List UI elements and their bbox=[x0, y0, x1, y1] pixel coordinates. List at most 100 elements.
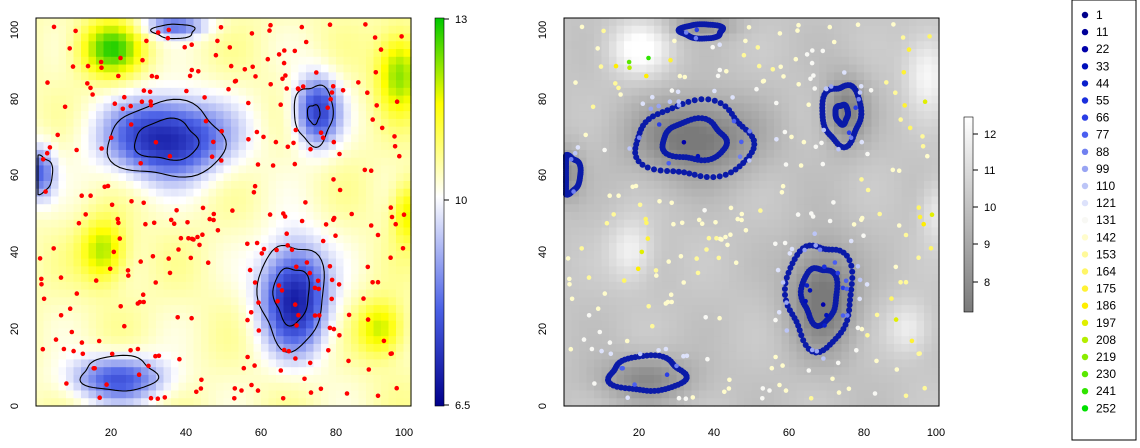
right-heatmap-cell bbox=[826, 72, 835, 81]
left-data-point bbox=[365, 90, 370, 95]
left-heatmap-cell bbox=[358, 289, 367, 298]
right-heatmap-cell bbox=[856, 320, 865, 329]
right-heatmap-cell bbox=[699, 374, 708, 384]
left-heatmap-cell bbox=[163, 41, 172, 50]
left-heatmap-cell bbox=[51, 235, 60, 244]
right-heatmap-cell bbox=[639, 312, 648, 322]
left-heatmap-cell bbox=[328, 382, 337, 392]
left-heatmap-cell bbox=[171, 87, 180, 97]
left-heatmap-cell bbox=[231, 204, 240, 213]
left-heatmap-cell bbox=[118, 196, 127, 205]
right-heatmap-cell bbox=[594, 289, 603, 298]
left-data-point bbox=[308, 390, 314, 395]
left-heatmap-cell bbox=[81, 49, 90, 58]
left-heatmap-cell bbox=[156, 343, 165, 353]
left-heatmap-cell bbox=[96, 359, 105, 368]
right-heatmap-cell bbox=[849, 250, 858, 260]
right-heatmap-cell bbox=[706, 227, 715, 236]
left-heatmap-cell bbox=[73, 56, 82, 66]
left-heatmap-cell bbox=[163, 80, 172, 89]
right-heatmap-cell bbox=[699, 165, 708, 174]
left-heatmap-cell bbox=[111, 149, 120, 159]
right-heatmap-cell bbox=[661, 87, 670, 97]
left-heatmap-cell bbox=[58, 398, 67, 407]
left-heatmap-cell bbox=[111, 297, 120, 306]
left-heatmap-cell bbox=[73, 258, 82, 267]
left-heatmap-cell bbox=[358, 25, 367, 35]
right-heatmap-cell bbox=[639, 398, 648, 407]
left-data-point bbox=[365, 264, 371, 270]
right-heatmap-cell bbox=[879, 274, 888, 283]
right-heatmap-cell bbox=[594, 359, 603, 368]
right-heatmap-cell bbox=[616, 305, 625, 314]
left-heatmap-cell bbox=[298, 281, 307, 291]
left-heatmap-cell bbox=[58, 188, 67, 198]
left-heatmap-cell bbox=[148, 398, 157, 407]
right-heatmap-cell bbox=[774, 157, 783, 167]
left-heatmap-cell bbox=[343, 320, 352, 329]
left-data-point bbox=[199, 377, 204, 383]
right-heatmap-cell bbox=[856, 180, 865, 190]
left-heatmap-cell bbox=[366, 87, 375, 97]
left-heatmap-cell bbox=[276, 41, 285, 50]
right-heatmap-cell bbox=[616, 180, 625, 190]
left-heatmap-cell bbox=[163, 142, 172, 151]
left-heatmap-cell bbox=[283, 80, 292, 89]
right-heatmap-cell bbox=[766, 204, 775, 213]
right-heatmap-cell bbox=[601, 80, 610, 89]
left-heatmap-cell bbox=[208, 204, 217, 213]
left-data-point bbox=[316, 286, 322, 292]
left-heatmap-cell bbox=[298, 289, 307, 298]
left-heatmap-cell bbox=[171, 149, 180, 159]
left-heatmap-cell bbox=[36, 173, 45, 182]
left-heatmap-cell bbox=[268, 64, 277, 73]
left-heatmap-cell bbox=[88, 41, 97, 50]
right-heatmap-cell bbox=[616, 274, 625, 283]
left-heatmap-cell bbox=[126, 227, 135, 236]
right-heatmap-cell bbox=[796, 219, 805, 229]
left-heatmap-cell bbox=[193, 235, 202, 244]
right-heatmap-cell bbox=[796, 25, 805, 35]
right-heatmap-cell bbox=[826, 142, 835, 151]
right-heatmap-cell bbox=[744, 41, 753, 50]
left-heatmap-cell bbox=[396, 312, 405, 322]
right-heatmap-cell bbox=[736, 41, 745, 50]
right-heatmap-cell bbox=[834, 227, 843, 236]
left-heatmap-cell bbox=[306, 157, 315, 167]
left-heatmap-cell bbox=[246, 305, 255, 314]
right-heatmap-cell bbox=[579, 33, 588, 42]
right-heatmap-cell bbox=[586, 227, 595, 236]
right-heatmap-cell bbox=[834, 87, 843, 97]
left-heatmap-cell bbox=[246, 297, 255, 306]
left-heatmap-cell bbox=[381, 258, 390, 267]
right-heatmap-cell bbox=[774, 41, 783, 50]
left-heatmap-cell bbox=[253, 398, 262, 407]
right-heatmap-cell bbox=[766, 111, 775, 120]
left-heatmap-cell bbox=[381, 343, 390, 353]
left-heatmap-cell bbox=[403, 250, 412, 260]
left-heatmap-cell bbox=[66, 219, 75, 229]
right-heatmap-cell bbox=[834, 188, 843, 198]
left-heatmap-cell bbox=[58, 118, 67, 128]
left-heatmap-cell bbox=[141, 227, 150, 236]
left-data-point bbox=[80, 351, 86, 357]
right-heatmap-cell bbox=[856, 258, 865, 267]
right-heatmap-cell bbox=[789, 297, 798, 306]
left-heatmap-cell bbox=[66, 297, 75, 306]
right-heatmap-cell bbox=[789, 87, 798, 97]
right-heatmap-cell bbox=[691, 80, 700, 89]
right-heatmap-cell bbox=[841, 95, 850, 104]
left-heatmap-cell bbox=[328, 281, 337, 291]
left-heatmap-cell bbox=[96, 289, 105, 298]
left-heatmap-cell bbox=[253, 196, 262, 205]
right-heatmap-cell bbox=[751, 173, 760, 182]
left-heatmap-cell bbox=[321, 328, 330, 337]
right-heatmap-cell bbox=[804, 103, 813, 112]
right-heatmap-cell bbox=[826, 49, 835, 58]
right-heatmap-cell bbox=[564, 227, 573, 236]
left-data-point bbox=[171, 221, 177, 226]
left-heatmap-cell bbox=[373, 118, 382, 128]
left-heatmap-cell bbox=[186, 87, 195, 97]
left-y-tick-60: 60 bbox=[9, 169, 21, 181]
left-x-tick-20: 20 bbox=[105, 427, 117, 439]
